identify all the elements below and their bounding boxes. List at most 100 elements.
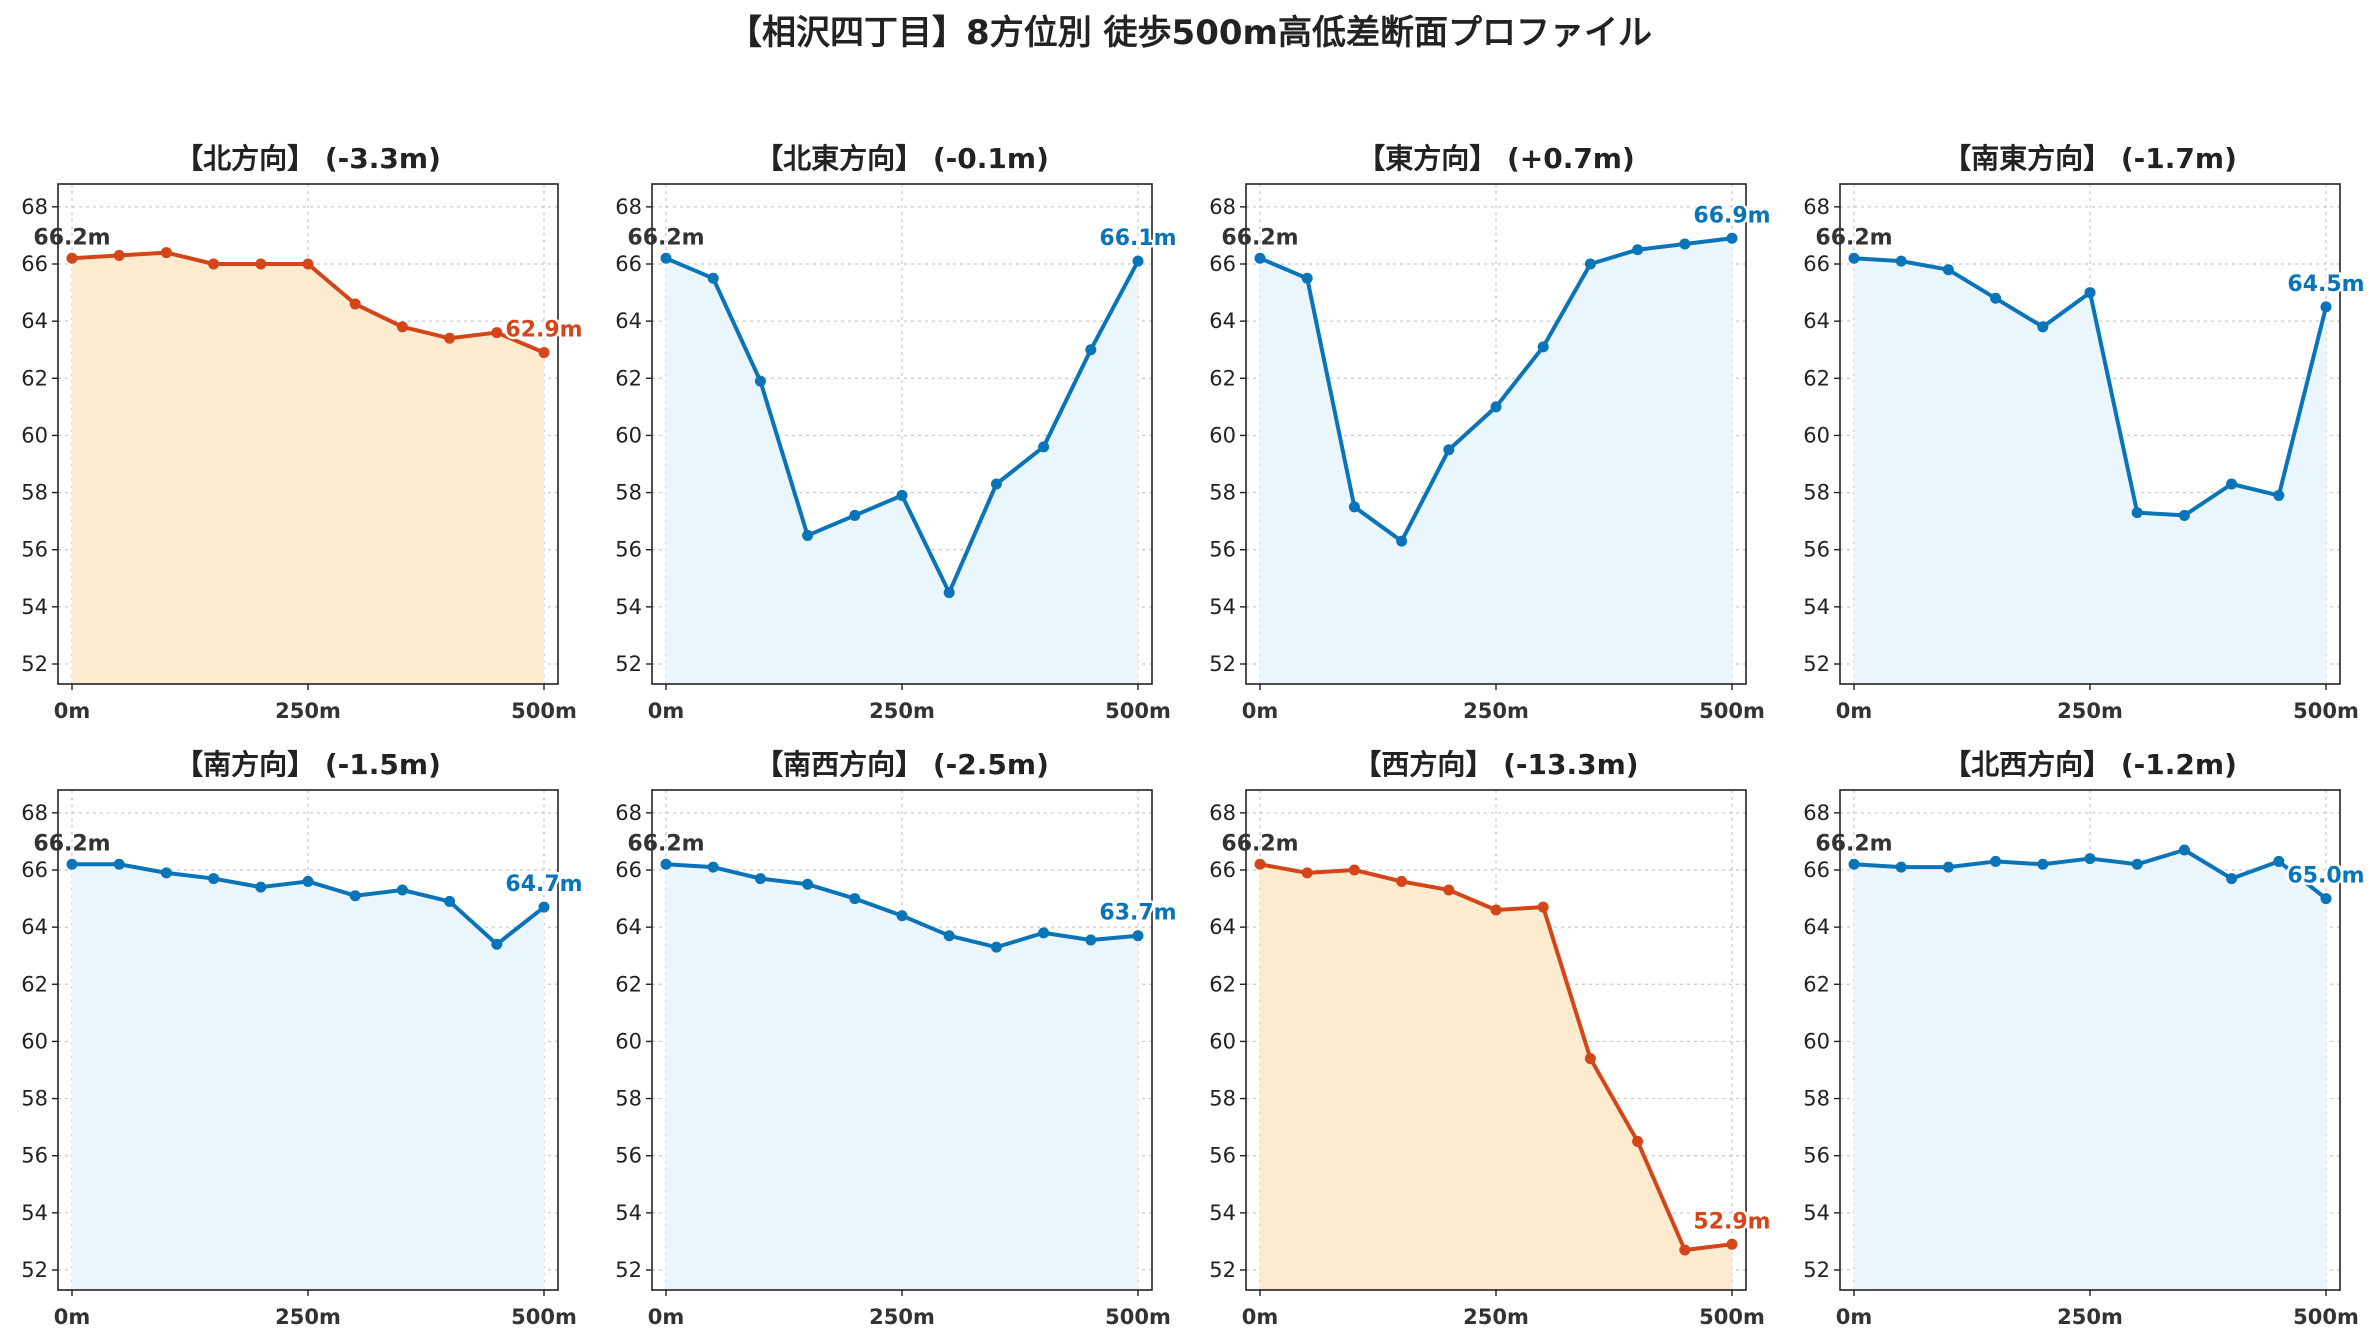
y-tick-label: 64 [615,915,642,939]
end-label: 63.7m [1099,901,1176,926]
y-tick-label: 56 [1803,538,1830,562]
panel-title: 【南方向】 (-1.5m) [175,748,441,781]
y-tick-label: 58 [615,1087,642,1111]
y-tick-label: 64 [1209,309,1236,333]
y-tick-label: 60 [615,423,642,447]
data-point [1726,232,1738,244]
data-point [1254,858,1266,870]
data-point [396,321,408,333]
y-tick-label: 64 [1803,309,1830,333]
data-point [896,489,908,501]
data-point [444,895,456,907]
panel-3: 【南東方向】 (-1.7m) 52 54 56 58 60 62 64 66 68 0m 250m 50… [1803,142,2367,723]
y-tick-label: 62 [615,972,642,996]
y-tick-label: 54 [1803,595,1830,619]
x-tick-label: 500m [1699,699,1765,723]
data-point [2273,855,2285,867]
data-point [396,884,408,896]
data-point [707,272,719,284]
data-point [1348,864,1360,876]
y-tick-label: 58 [21,481,48,505]
y-tick-label: 66 [615,252,642,276]
data-point [2226,873,2238,885]
data-point [1490,904,1502,916]
y-tick-label: 52 [1209,652,1236,676]
x-tick-label: 0m [54,699,91,723]
data-point [1990,292,2002,304]
area-fill [72,252,544,685]
y-tick-label: 64 [1209,915,1236,939]
data-point [1132,255,1144,267]
data-point [2226,478,2238,490]
y-tick-label: 66 [1803,858,1830,882]
y-tick-label: 64 [21,915,48,939]
x-tick-label: 0m [1242,1305,1279,1329]
data-point [1038,927,1050,939]
y-tick-label: 66 [21,252,48,276]
y-tick-label: 58 [615,481,642,505]
data-point [990,941,1002,953]
data-point [707,861,719,873]
y-tick-label: 58 [1803,481,1830,505]
panel-title: 【西方向】 (-13.3m) [1353,748,1638,781]
y-tick-label: 56 [615,538,642,562]
y-tick-label: 52 [1209,1258,1236,1282]
end-label: 64.7m [505,872,582,897]
y-tick-label: 52 [1803,1258,1830,1282]
area-fill [666,258,1138,684]
y-tick-label: 64 [615,309,642,333]
y-tick-label: 64 [21,309,48,333]
data-point [1396,535,1408,547]
data-point [1584,1053,1596,1065]
data-point [208,258,220,270]
data-point [1990,855,2002,867]
x-tick-label: 0m [1836,1305,1873,1329]
data-point [802,529,814,541]
data-point [1132,930,1144,942]
y-tick-label: 60 [1209,423,1236,447]
y-tick-label: 60 [1803,423,1830,447]
data-point [1942,861,1954,873]
data-point [896,910,908,922]
data-point [1396,875,1408,887]
panels: 【北方向】 (-3.3m) 52 54 56 58 60 62 64 66 68 0m 250m 500… [21,142,2367,1329]
y-tick-label: 66 [21,858,48,882]
y-tick-label: 54 [615,595,642,619]
figure-title: 【相沢四丁目】8方位別 徒歩500m高低差断面プロファイル [728,13,1652,53]
y-tick-label: 60 [21,423,48,447]
data-point [1254,252,1266,264]
y-tick-label: 56 [1803,1144,1830,1168]
data-point [754,375,766,387]
start-label: 66.2m [1221,831,1298,856]
y-tick-label: 52 [21,1258,48,1282]
data-point [849,509,861,521]
y-tick-label: 54 [21,595,48,619]
data-point [990,478,1002,490]
y-tick-label: 68 [1209,801,1236,825]
panel-2: 【東方向】 (+0.7m) 52 54 56 58 60 62 64 66 68 0m 250m 500… [1209,142,1773,723]
data-point [160,867,172,879]
data-point [66,252,78,264]
plot-frame [1839,183,2341,685]
y-tick-label: 56 [21,538,48,562]
panel-title: 【南西方向】 (-2.5m) [755,748,1049,781]
y-tick-label: 68 [1803,801,1830,825]
panel-title: 【東方向】 (+0.7m) [1357,142,1635,175]
end-label: 65.0m [2287,864,2364,889]
panel-0: 【北方向】 (-3.3m) 52 54 56 58 60 62 64 66 68 0m 250m 500… [21,142,585,723]
data-point [2320,893,2332,905]
data-point [1584,258,1596,270]
x-tick-label: 500m [1105,699,1171,723]
data-point [1301,867,1313,879]
data-point [1679,238,1691,250]
y-tick-label: 56 [1209,538,1236,562]
data-point [66,858,78,870]
data-point [208,873,220,885]
panel-4: 【南方向】 (-1.5m) 52 54 56 58 60 62 64 66 68 0m 250m 500… [21,748,585,1329]
data-point [2131,507,2143,519]
x-tick-label: 0m [1836,699,1873,723]
data-point [349,298,361,310]
panel-title: 【南東方向】 (-1.7m) [1943,142,2237,175]
data-point [1085,344,1097,356]
x-tick-label: 500m [511,699,577,723]
